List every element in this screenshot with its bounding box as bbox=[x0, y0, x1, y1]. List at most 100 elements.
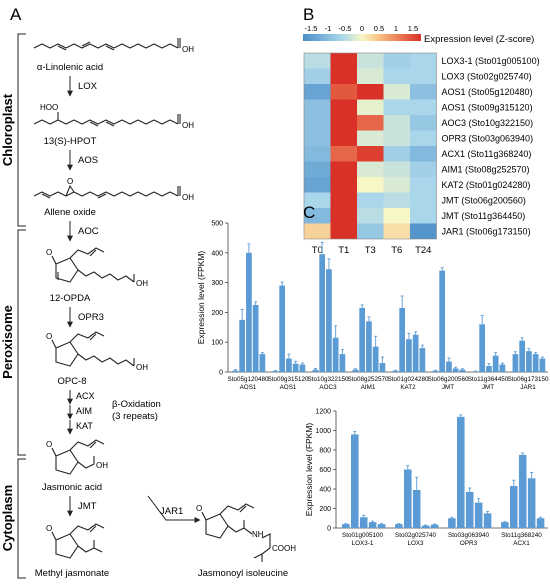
heatmap-row-label: LOX3 (Sto02g025740) bbox=[442, 72, 532, 82]
structure-opc-8 bbox=[51, 331, 135, 367]
enzyme-kat: KAT bbox=[76, 421, 93, 431]
atom-cooh-jaile: COOH bbox=[272, 544, 296, 553]
heatmap-cell bbox=[383, 130, 410, 146]
heatmap-cell bbox=[383, 177, 410, 193]
bar bbox=[509, 486, 518, 528]
bar bbox=[412, 334, 419, 372]
atom-oh-allene: OH bbox=[182, 193, 194, 202]
heatmap-row-label: AOC3 (Sto10g322150) bbox=[442, 118, 534, 128]
panel-label-a: A bbox=[10, 5, 22, 24]
heatmap-row-label: AOS1 (Sto05g120480) bbox=[442, 87, 533, 97]
group-id-label: Sto08g252570 bbox=[348, 376, 389, 383]
arrow-jar1 bbox=[147, 495, 201, 523]
heatmap-cell bbox=[383, 68, 410, 84]
y-axis-label: Expression level (FPKM) bbox=[304, 423, 314, 517]
group-id-label: Sto06g173150 bbox=[508, 376, 549, 383]
heatmap-row-label: ACX1 (Sto11g368240) bbox=[442, 149, 532, 159]
heatmap-cell bbox=[383, 53, 410, 69]
compartment-bracket-chloroplast bbox=[17, 33, 26, 227]
bar bbox=[312, 369, 319, 372]
group-id-label: Sto06g200560 bbox=[428, 376, 469, 383]
compartment-bracket-peroxisome bbox=[17, 229, 26, 456]
heatmap-cell bbox=[357, 177, 384, 193]
compound-hpot: 13(S)-HPOT bbox=[44, 136, 97, 147]
bar bbox=[372, 346, 379, 372]
heatmap-cell bbox=[304, 223, 331, 239]
panel-label-b: B bbox=[303, 5, 314, 24]
heatmap-cell bbox=[357, 99, 384, 115]
heatmap-cell bbox=[410, 208, 437, 224]
scale-tick: 1.5 bbox=[408, 24, 418, 33]
bar bbox=[399, 307, 406, 372]
compound-12-opda: 12-OPDA bbox=[50, 293, 91, 304]
bar bbox=[499, 364, 506, 372]
scale-tick: -1 bbox=[325, 24, 332, 33]
y-tick-label: 400 bbox=[211, 250, 223, 257]
heatmap-cell bbox=[304, 146, 331, 162]
group-gene-label: JAR1 bbox=[520, 384, 536, 391]
bar bbox=[519, 340, 526, 372]
bar bbox=[486, 366, 492, 372]
heatmap-cell bbox=[330, 84, 357, 100]
heatmap-cell bbox=[304, 53, 331, 69]
bar bbox=[419, 348, 426, 372]
bar bbox=[292, 363, 299, 372]
heatmap-cell bbox=[410, 53, 437, 69]
atom-o-allene: O bbox=[67, 177, 73, 186]
bar bbox=[448, 518, 456, 528]
heatmap-cell bbox=[330, 192, 357, 208]
heatmap-cell bbox=[410, 84, 437, 100]
bar bbox=[412, 489, 421, 528]
heatmap-cell bbox=[357, 208, 384, 224]
heatmap-cell bbox=[330, 99, 357, 115]
bar bbox=[259, 354, 266, 372]
bar bbox=[483, 513, 492, 528]
heatmap-cell bbox=[383, 146, 410, 162]
heatmap-cell bbox=[304, 177, 331, 193]
bar bbox=[342, 524, 350, 528]
enzyme-aos: AOS bbox=[78, 155, 98, 166]
heatmap-cell bbox=[357, 115, 384, 131]
y-tick-label: 400 bbox=[319, 487, 331, 494]
compartment-bracket-cytoplasm bbox=[17, 458, 26, 579]
scale-tick: 1 bbox=[394, 24, 398, 33]
scale-tick: 0.5 bbox=[374, 24, 384, 33]
heatmap-cell bbox=[357, 68, 384, 84]
enzyme-aim: AIM bbox=[76, 406, 92, 416]
heatmap-row-label: KAT2 (Sto01g024280) bbox=[442, 180, 531, 190]
atom-hoo-hpot: HOO bbox=[40, 103, 58, 112]
bar bbox=[439, 270, 446, 372]
y-tick-label: 200 bbox=[211, 310, 223, 317]
atom-nh-jaile: NH bbox=[252, 530, 264, 539]
y-tick-label: 500 bbox=[211, 221, 223, 228]
y-tick-label: 300 bbox=[211, 280, 223, 287]
bar bbox=[239, 319, 246, 372]
bar bbox=[459, 369, 466, 372]
bar bbox=[432, 370, 439, 372]
compound-methyl-jasmonate: Methyl jasmonate bbox=[35, 568, 109, 579]
atom-oh-ja: OH bbox=[96, 461, 108, 470]
heatmap-cell bbox=[330, 208, 357, 224]
y-tick-label: 0 bbox=[219, 370, 223, 377]
bar bbox=[359, 307, 366, 372]
heatmap-cell bbox=[304, 161, 331, 177]
bar bbox=[527, 478, 536, 528]
enzyme-acx: ACX bbox=[76, 391, 95, 401]
heatmap-cell bbox=[357, 53, 384, 69]
bar bbox=[518, 454, 527, 528]
heatmap-cell bbox=[330, 161, 357, 177]
heatmap-row-label: JMT (Sto06g200560) bbox=[442, 196, 526, 206]
heatmap-cell bbox=[383, 192, 410, 208]
bar bbox=[501, 522, 509, 528]
atom-o-opda: O bbox=[46, 248, 52, 257]
bar bbox=[232, 370, 239, 372]
heatmap-row-label: JAR1 (Sto06g173150) bbox=[442, 227, 531, 237]
enzyme-jar1: JAR1 bbox=[160, 506, 183, 517]
group-id-label: Sto11g368240 bbox=[501, 532, 542, 539]
heatmap-cell bbox=[304, 68, 331, 84]
heatmap-cell bbox=[410, 115, 437, 131]
structure-methyl-jasmonate bbox=[51, 523, 105, 559]
y-tick-label: 0 bbox=[327, 526, 331, 533]
y-tick-label: 200 bbox=[319, 506, 331, 513]
